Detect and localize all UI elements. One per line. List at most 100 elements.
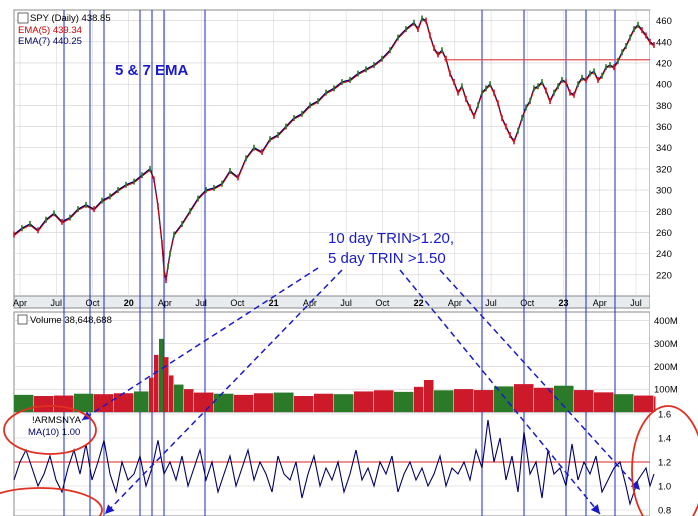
trin-ma-line	[13, 419, 655, 507]
y-axis-ticks: 460 440 420 400 380 360 340 320 300 280 260 240 220 4…	[654, 16, 678, 516]
volume-y-tick-label: 100M	[654, 385, 678, 396]
grid-lines	[14, 10, 650, 511]
volume-bar	[149, 377, 154, 412]
x-axis-tick-label: Oct	[520, 298, 535, 308]
volume-bar	[134, 391, 149, 412]
x-axis-tick-label: Oct	[230, 298, 245, 308]
volume-bar	[654, 396, 656, 412]
legend-spy: SPY (Daily) 438.85	[30, 13, 111, 24]
volume-y-tick-label: 300M	[654, 339, 678, 350]
volume-bar	[414, 386, 424, 412]
x-axis-tick-label: Oct	[375, 298, 390, 308]
callout-arrow	[104, 269, 343, 515]
x-axis-tick-label: Apr	[448, 298, 462, 308]
callout-line-1: 10 day TRIN>1.20,	[328, 230, 454, 247]
volume-bar	[234, 394, 254, 412]
volume-bar	[614, 394, 634, 412]
x-axis-tick-label: Jul	[485, 298, 497, 308]
trin-panel	[13, 411, 651, 516]
volume-bar	[174, 384, 184, 412]
price-y-tick-label: 400	[656, 80, 672, 91]
volume-bar	[34, 396, 54, 412]
price-y-tick-label: 380	[656, 101, 672, 112]
volume-bar	[314, 393, 334, 412]
volume-bar	[354, 391, 374, 412]
x-axis-tick-label: 21	[269, 298, 279, 308]
legend-volume: Volume 38,648,688	[30, 315, 112, 326]
x-axis-tick-label: Jul	[50, 298, 62, 308]
x-axis-tick-label: 22	[414, 298, 424, 308]
legend-ema7: EMA(7) 440.25	[18, 36, 82, 47]
trin-y-tick-label: 1.0	[658, 482, 671, 493]
callout-arrows	[81, 267, 641, 515]
trin-y-tick-label: 0.8	[658, 506, 671, 516]
trin-y-tick-label: 1.4	[658, 434, 671, 445]
volume-bar	[594, 392, 614, 412]
trin-legend: !ARMSNYA MA(10) 1.00	[28, 415, 82, 438]
volume-bar	[634, 395, 654, 412]
highlight-circle-legend	[3, 405, 97, 455]
volume-bar	[14, 394, 34, 412]
volume-bar	[274, 392, 294, 412]
price-y-tick-label: 340	[656, 143, 672, 154]
x-axis-tick-label: 20	[124, 298, 134, 308]
volume-bar	[394, 391, 414, 412]
ema-annotation: 5 & 7 EMA	[115, 62, 189, 79]
highlight-circle-right	[631, 405, 698, 516]
volume-bar	[254, 393, 274, 412]
volume-bar	[554, 385, 574, 412]
price-y-tick-label: 420	[656, 58, 672, 69]
volume-bar	[534, 387, 554, 412]
volume-bar	[214, 393, 234, 412]
volume-bar	[114, 393, 134, 412]
volume-bar	[159, 338, 164, 412]
legend-ma10: MA(10) 1.00	[28, 427, 80, 438]
volume-bar	[424, 380, 434, 412]
x-axis-tick-label: Apr	[13, 298, 27, 308]
volume-bar	[574, 390, 594, 412]
price-y-tick-label: 300	[656, 186, 672, 197]
x-axis-tick-label: Jul	[340, 298, 352, 308]
volume-bar	[454, 389, 474, 412]
trin-callout: 10 day TRIN>1.20, 5 day TRIN >1.50	[328, 230, 454, 267]
legend-ema5: EMA(5) 439.34	[18, 25, 82, 36]
x-axis-tick-label: Jul	[195, 298, 207, 308]
x-axis-ticks: Apr Jul Oct 20 Apr Jul Oct 21 Apr Jul Oct 22 Apr Jul O…	[13, 298, 642, 308]
volume-bar	[474, 390, 494, 412]
volume-series	[14, 338, 656, 412]
volume-bar	[494, 386, 514, 412]
volume-bar	[194, 392, 214, 412]
volume-bar	[334, 394, 354, 412]
x-axis-tick-label: Oct	[85, 298, 100, 308]
volume-bar	[154, 354, 159, 412]
volume-bar	[434, 390, 454, 412]
legend-armsnya: !ARMSNYA	[32, 415, 82, 426]
volume-bar	[514, 384, 534, 412]
signal-vertical-lines	[63, 10, 616, 516]
volume-bar	[184, 389, 194, 412]
trin-y-tick-label: 1.6	[658, 410, 671, 421]
volume-y-tick-label: 200M	[654, 362, 678, 373]
price-y-tick-label: 260	[656, 228, 672, 239]
volume-menu-icon	[17, 314, 28, 325]
price-y-tick-label: 280	[656, 207, 672, 218]
callout-arrow	[81, 267, 319, 421]
y-axis-column	[650, 10, 698, 516]
volume-y-tick-label: 400M	[654, 316, 678, 327]
x-axis-tick-label: Apr	[303, 298, 317, 308]
price-y-tick-label: 460	[656, 16, 672, 27]
volume-bar	[374, 390, 394, 412]
volume-bar	[169, 375, 174, 412]
volume-legend: Volume 38,648,688	[17, 314, 112, 326]
volume-bar	[94, 394, 114, 412]
price-y-tick-label: 240	[656, 249, 672, 260]
volume-bar	[54, 395, 74, 412]
x-axis-tick-label: Apr	[593, 298, 607, 308]
callout-line-2: 5 day TRIN >1.50	[328, 250, 446, 267]
price-series	[13, 15, 655, 284]
volume-bar	[164, 357, 169, 412]
chart-menu-icon	[17, 12, 29, 24]
price-panel	[13, 9, 651, 297]
price-y-tick-label: 220	[656, 270, 672, 281]
